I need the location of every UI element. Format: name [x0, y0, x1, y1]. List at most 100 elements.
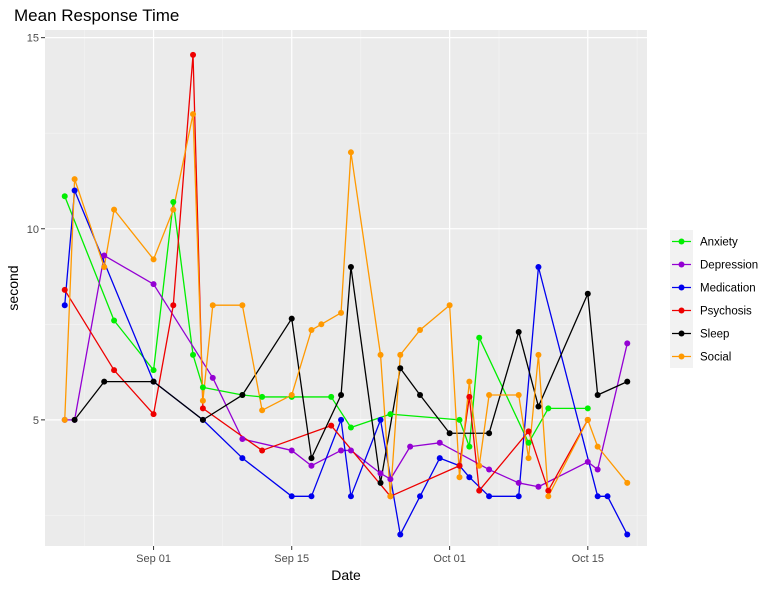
legend-marker-depression [678, 261, 685, 268]
data-point-social [624, 479, 631, 486]
data-point-social [288, 392, 295, 399]
legend-label-depression: Depression [700, 260, 758, 272]
y-tick-label: 5 [33, 415, 39, 427]
data-point-depression [209, 374, 216, 381]
data-point-medication [71, 187, 78, 194]
data-point-depression [347, 447, 354, 454]
data-point-social [61, 416, 68, 423]
data-point-social [347, 149, 354, 156]
data-point-medication [486, 493, 493, 500]
data-point-sleep [594, 392, 601, 399]
data-point-medication [61, 302, 68, 309]
data-point-anxiety [456, 416, 463, 423]
data-point-social [417, 327, 424, 334]
data-point-anxiety [525, 439, 532, 446]
data-point-medication [624, 531, 631, 538]
data-point-anxiety [199, 384, 206, 391]
data-point-anxiety [61, 193, 68, 200]
data-point-social [525, 455, 532, 462]
data-point-social [545, 493, 552, 500]
data-point-anxiety [150, 367, 157, 374]
data-point-psychosis [170, 302, 177, 309]
y-axis: 5 10 15 [27, 33, 45, 427]
data-point-anxiety [328, 393, 335, 400]
data-point-depression [407, 443, 414, 450]
data-point-sleep [347, 263, 354, 270]
legend-marker-social [678, 353, 685, 360]
data-point-social [170, 206, 177, 213]
data-point-psychosis [199, 405, 206, 412]
data-point-social [199, 397, 206, 404]
data-point-depression [288, 447, 295, 454]
data-point-social [466, 378, 473, 385]
data-point-anxiety [466, 443, 473, 450]
data-point-anxiety [387, 411, 394, 418]
series-points [61, 51, 631, 538]
legend-label-social: Social [700, 352, 731, 364]
data-point-depression [101, 252, 108, 259]
data-point-depression [387, 476, 394, 483]
data-point-sleep [288, 315, 295, 322]
data-point-depression [150, 281, 157, 288]
data-point-medication [515, 493, 522, 500]
series-line-depression [64, 254, 628, 488]
data-point-social [486, 392, 493, 399]
data-point-medication [288, 493, 295, 500]
legend-label-sleep: Sleep [700, 329, 729, 341]
data-point-sleep [150, 378, 157, 385]
data-point-social [584, 416, 591, 423]
data-point-anxiety [545, 405, 552, 412]
data-point-sleep [446, 430, 453, 437]
data-point-medication [308, 493, 315, 500]
data-point-depression [436, 439, 443, 446]
data-point-anxiety [584, 405, 591, 412]
data-point-psychosis [111, 367, 118, 374]
data-point-sleep [101, 378, 108, 385]
x-tick-label: Oct 01 [433, 553, 465, 565]
data-point-sleep [535, 403, 542, 410]
data-point-sleep [377, 479, 384, 486]
data-point-depression [535, 483, 542, 490]
data-point-depression [308, 462, 315, 469]
data-point-depression [338, 447, 345, 454]
data-point-depression [594, 466, 601, 473]
data-point-sleep [199, 416, 206, 423]
data-point-sleep [239, 392, 246, 399]
x-tick-label: Sep 15 [274, 553, 309, 565]
data-point-medication [535, 263, 542, 270]
data-point-social [308, 327, 315, 334]
data-point-medication [239, 455, 246, 462]
data-point-psychosis [259, 447, 266, 454]
x-tick-label: Sep 01 [136, 553, 171, 565]
data-point-sleep [417, 392, 424, 399]
data-point-medication [397, 531, 404, 538]
data-point-psychosis [545, 487, 552, 494]
data-point-depression [239, 435, 246, 442]
data-point-anxiety [347, 424, 354, 431]
data-point-social [111, 206, 118, 213]
data-point-social [259, 407, 266, 414]
data-point-social [456, 474, 463, 481]
x-tick-label: Oct 15 [572, 553, 604, 565]
data-point-social [338, 309, 345, 316]
data-point-medication [338, 416, 345, 423]
data-point-medication [347, 493, 354, 500]
data-point-medication [436, 455, 443, 462]
data-point-social [101, 263, 108, 270]
series-line-social [64, 113, 628, 497]
data-point-psychosis [476, 487, 483, 494]
data-point-social [535, 351, 542, 358]
x-axis-title: Date [331, 567, 361, 583]
data-point-depression [377, 470, 384, 477]
legend-marker-psychosis [678, 307, 685, 314]
data-point-anxiety [259, 393, 266, 400]
data-point-medication [594, 493, 601, 500]
data-point-social [150, 256, 157, 263]
data-point-psychosis [328, 422, 335, 429]
data-point-social [318, 321, 325, 328]
data-point-social [377, 351, 384, 358]
data-point-anxiety [111, 317, 118, 324]
data-point-sleep [515, 328, 522, 335]
data-point-psychosis [525, 428, 532, 435]
